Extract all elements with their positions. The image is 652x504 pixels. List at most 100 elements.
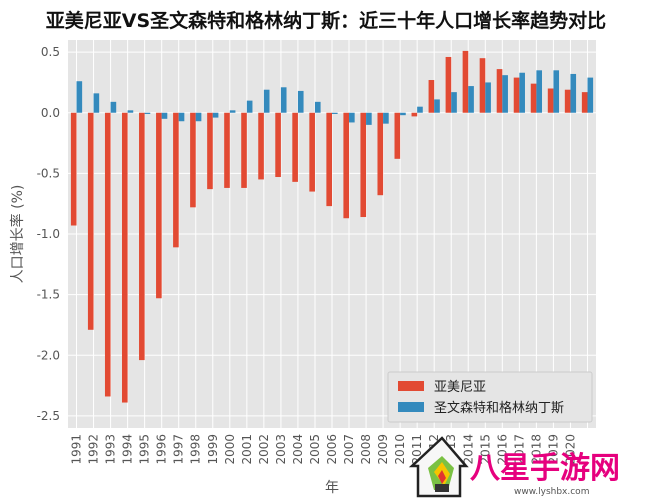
x-tick-label: 2007	[342, 434, 356, 465]
x-tick-label: 2017	[512, 434, 526, 465]
bar-armenia-26	[513, 77, 520, 113]
bar-svg-14	[314, 101, 321, 113]
bar-armenia-8	[207, 112, 213, 190]
bar-svg-30	[587, 77, 594, 113]
x-tick-label: 2014	[461, 434, 475, 465]
bar-svg-13	[297, 90, 304, 113]
x-tick-label: 2004	[291, 434, 305, 465]
bar-armenia-29	[564, 89, 571, 113]
bar-armenia-18	[377, 112, 384, 196]
legend-label: 圣文森特和格林纳丁斯	[434, 400, 564, 416]
bar-svg-11	[263, 89, 270, 113]
x-axis-label: 年	[325, 480, 339, 496]
x-tick-label: 1991	[70, 434, 84, 465]
y-tick-label: 0.0	[41, 106, 60, 120]
bar-svg-15	[332, 112, 338, 114]
bar-svg-3	[127, 110, 134, 113]
bar-armenia-0	[70, 112, 77, 226]
chart-title: 亚美尼亚VS圣文森特和格林纳丁斯：近三十年人口增长率趋势对比	[45, 10, 607, 32]
bar-svg-26	[519, 72, 525, 113]
bar-svg-25	[502, 75, 508, 113]
x-tick-label: 1999	[206, 434, 220, 465]
bar-svg-24	[485, 82, 491, 113]
bar-svg-4	[144, 112, 151, 114]
x-tick-label: 2000	[223, 434, 237, 465]
x-tick-label: 2010	[393, 434, 407, 465]
bar-armenia-14	[309, 112, 315, 192]
legend-label: 亚美尼亚	[434, 380, 486, 395]
bar-svg-5	[161, 112, 168, 119]
y-tick-label: -1.0	[37, 227, 60, 241]
bars	[70, 50, 594, 403]
y-tick-label: -2.0	[37, 348, 60, 362]
x-tick-label: 1995	[138, 434, 152, 465]
x-tick-label: 2016	[495, 434, 509, 465]
x-axis-ticks: 1991 1992 1993 1994 1995 1996 1997 1998 1999 2000…	[70, 434, 578, 465]
x-tick-label: 1997	[172, 434, 186, 465]
watermark-url: www.lyshbx.com	[514, 487, 589, 497]
bar-svg-10	[246, 100, 253, 113]
bar-svg-2	[110, 101, 117, 113]
bar-armenia-10	[241, 112, 247, 188]
bar-armenia-16	[343, 112, 350, 219]
x-tick-label: 2003	[274, 434, 288, 465]
bar-armenia-15	[326, 112, 332, 207]
bar-svg-6	[178, 112, 185, 122]
bar-armenia-27	[530, 83, 537, 113]
x-tick-label: 1998	[189, 434, 203, 465]
y-tick-label: -1.5	[37, 288, 60, 302]
x-tick-label: 1993	[104, 434, 118, 465]
y-tick-label: -2.5	[37, 409, 60, 423]
x-tick-label: 2001	[240, 434, 254, 465]
bar-armenia-25	[496, 69, 503, 113]
bar-armenia-5	[156, 112, 162, 299]
y-tick-label: -0.5	[37, 166, 60, 180]
x-tick-label: 2018	[529, 434, 543, 465]
bar-svg-18	[383, 112, 389, 124]
bar-svg-12	[280, 87, 287, 113]
legend-swatch	[398, 381, 424, 391]
bar-armenia-19	[394, 112, 401, 159]
watermark-icon	[408, 436, 469, 498]
bar-armenia-23	[462, 50, 469, 113]
x-tick-label: 2020	[563, 434, 577, 465]
bar-svg-8	[212, 112, 219, 118]
bar-svg-19	[400, 112, 406, 116]
legend-box	[387, 371, 593, 423]
x-tick-label: 1996	[155, 434, 169, 465]
bar-armenia-7	[190, 112, 196, 208]
x-tick-label: 2005	[308, 434, 322, 465]
bar-armenia-3	[121, 112, 128, 403]
bar-armenia-17	[360, 112, 367, 218]
bar-svg-7	[195, 112, 202, 122]
bar-svg-22	[451, 92, 457, 113]
bar-svg-21	[434, 99, 440, 113]
bar-svg-0	[76, 81, 83, 113]
bar-svg-27	[536, 70, 543, 113]
x-tick-label: 2008	[359, 434, 373, 465]
bar-svg-17	[366, 112, 372, 125]
watermark-text: 八星手游网	[470, 451, 620, 486]
bar-svg-9	[229, 110, 236, 113]
bar-svg-1	[93, 93, 100, 113]
bar-armenia-6	[173, 112, 179, 248]
y-tick-label: 0.5	[41, 45, 60, 59]
bar-svg-20	[417, 106, 423, 113]
bar-svg-16	[349, 112, 355, 123]
bar-svg-28	[553, 70, 560, 113]
bar-armenia-1	[87, 112, 94, 330]
bar-armenia-20	[411, 112, 418, 117]
bar-armenia-2	[104, 112, 111, 397]
x-tick-label: 2002	[257, 434, 271, 465]
bar-armenia-13	[292, 112, 298, 182]
y-axis-ticks: -2.5 -2.0 -1.5 -1.0 -0.5 0.0 0.5	[37, 45, 60, 423]
x-tick-label: 1994	[121, 434, 135, 465]
x-tick-label: 2015	[478, 434, 492, 465]
bar-svg-23	[468, 86, 474, 113]
x-tick-label: 1992	[87, 434, 101, 465]
legend-swatch	[398, 402, 424, 412]
bar-armenia-4	[139, 112, 145, 361]
bar-armenia-28	[547, 88, 554, 113]
